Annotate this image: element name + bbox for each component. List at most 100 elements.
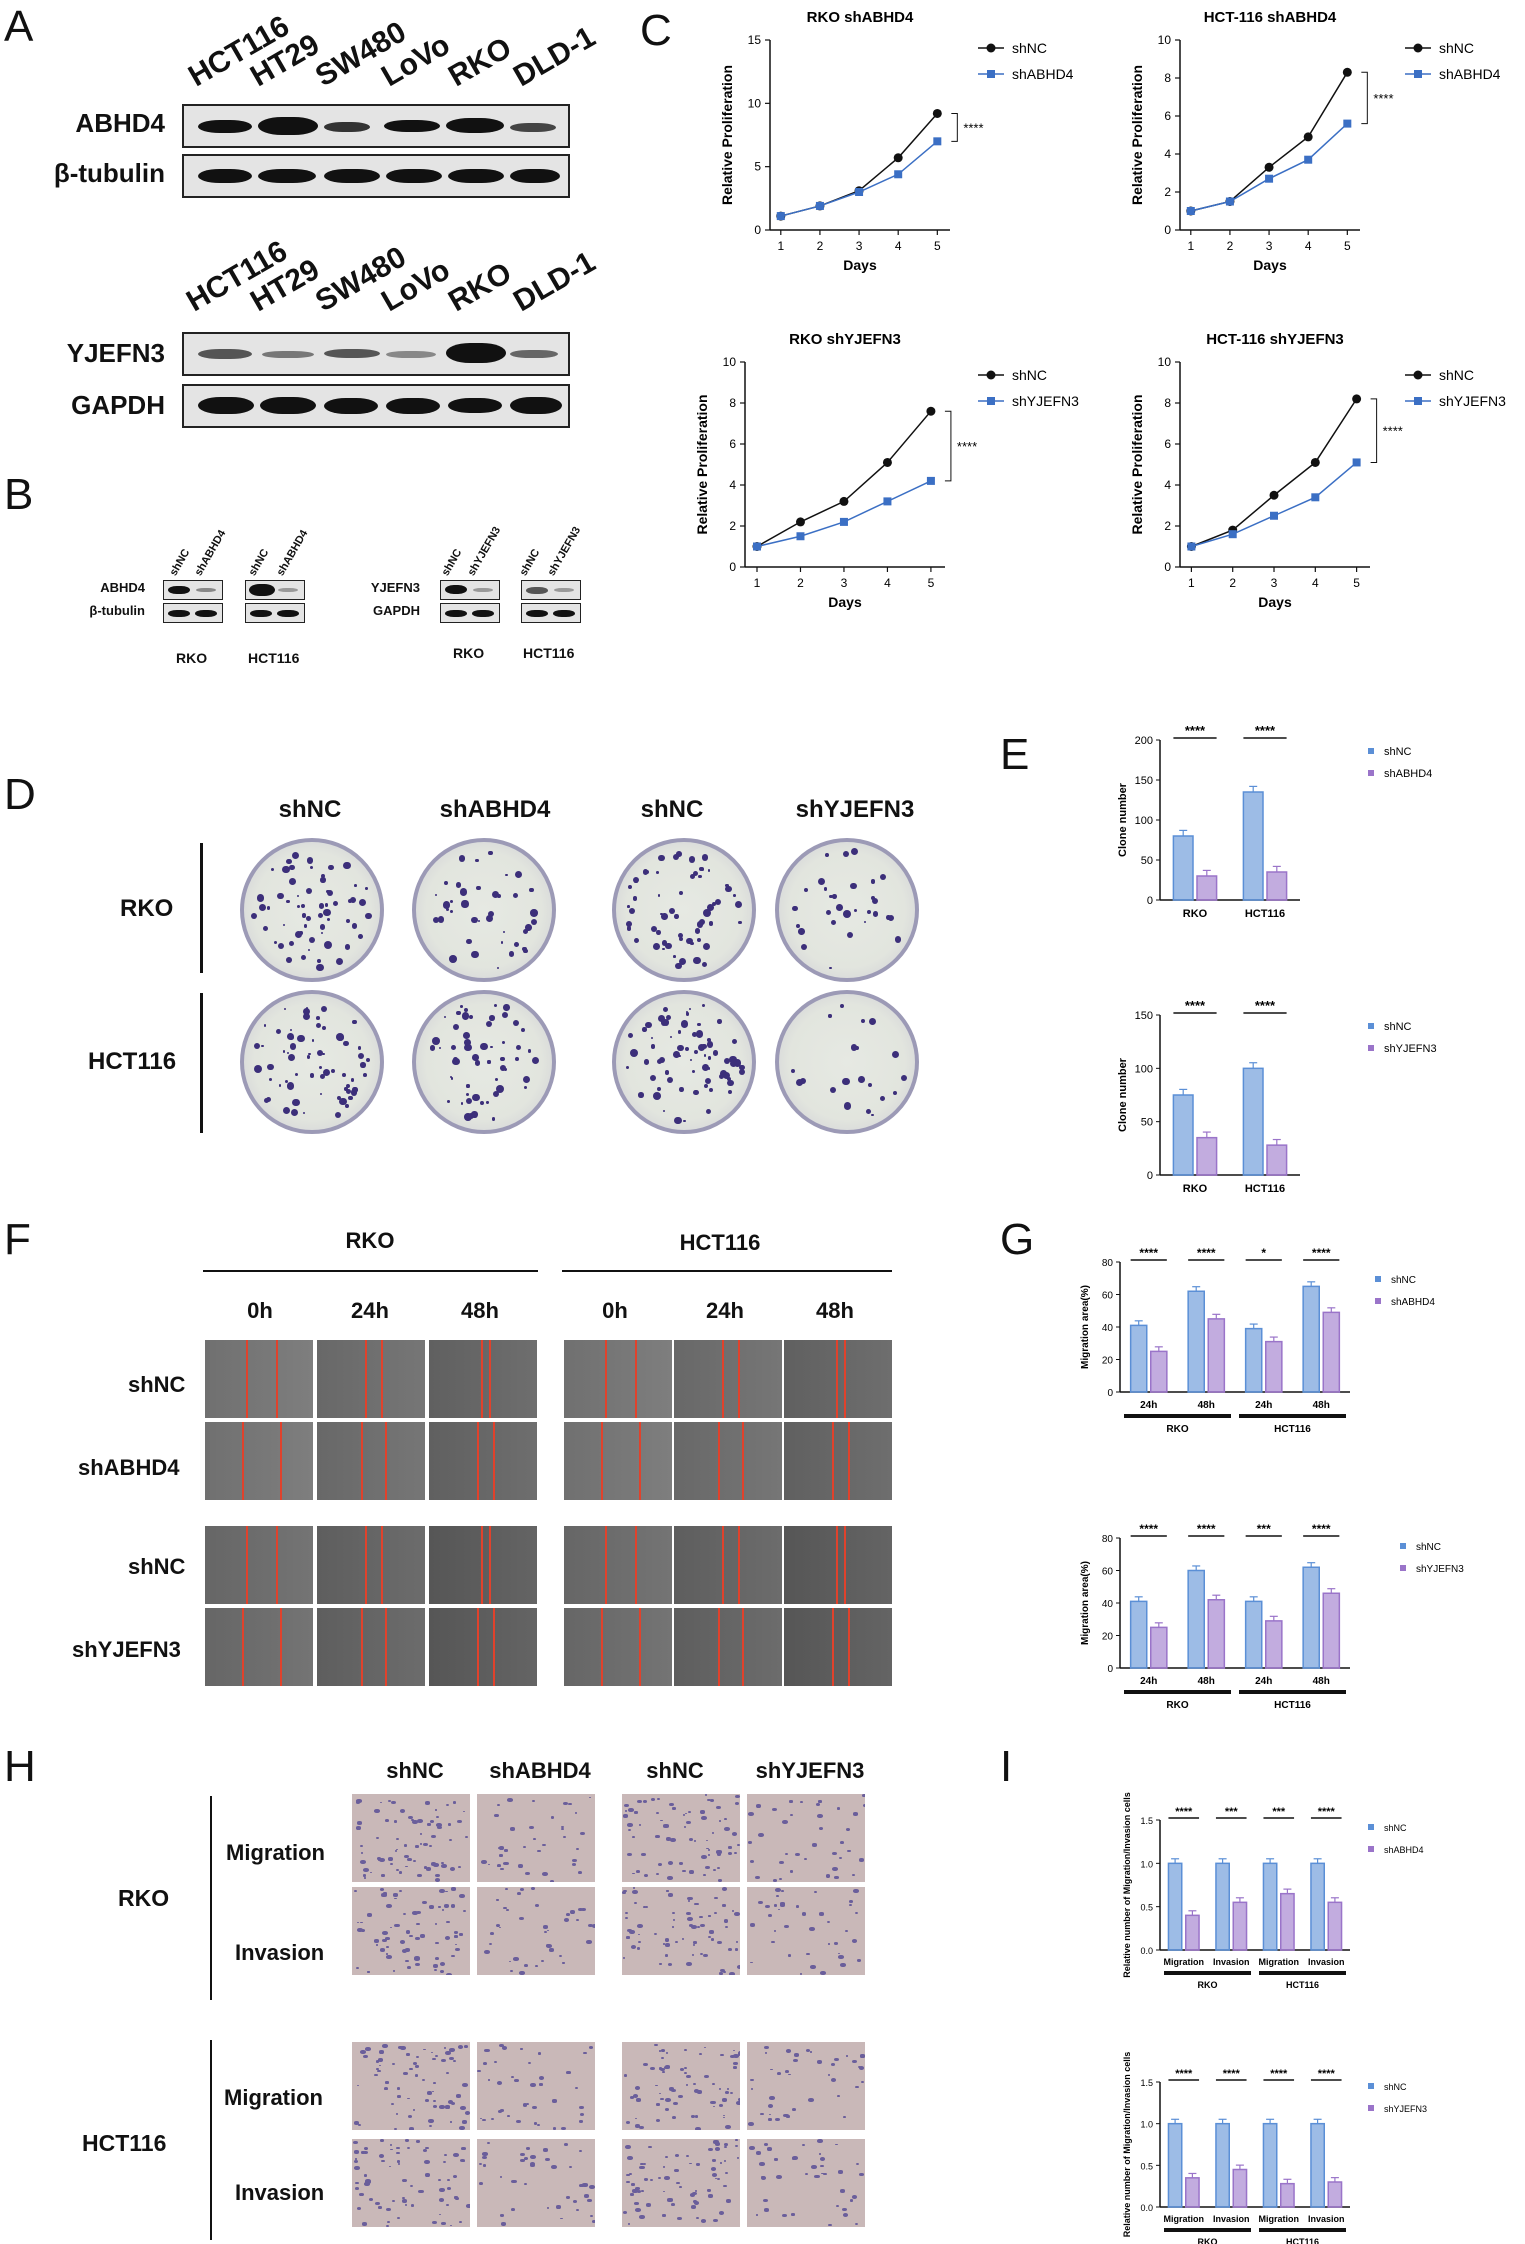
stained-cell	[562, 1802, 568, 1806]
colony-dot	[701, 853, 709, 861]
stained-cell	[733, 1851, 737, 1854]
colony-dot	[320, 1073, 326, 1079]
y-axis-label: Relative Proliferation	[719, 65, 735, 205]
stained-cell	[435, 1809, 438, 1811]
stained-cell	[462, 2120, 467, 2124]
stained-cell	[831, 1867, 838, 1872]
stained-cell	[569, 1909, 575, 1914]
stained-cell	[674, 1940, 678, 1944]
scratch-assay-image	[203, 1606, 315, 1688]
colony-dot	[463, 1007, 468, 1012]
legend-marker	[1368, 1824, 1374, 1830]
stained-cell	[795, 1905, 800, 1909]
colony-dot	[449, 900, 453, 904]
colony-dot	[733, 1059, 742, 1067]
stained-cell	[409, 2184, 413, 2187]
legend-marker	[1368, 2105, 1374, 2111]
stained-cell	[729, 2054, 735, 2059]
wound-edge-line	[489, 1526, 491, 1604]
colony-dot	[688, 855, 696, 863]
colony-dot	[796, 1079, 804, 1087]
colony-dot	[449, 955, 457, 963]
dish-row-label: RKO	[120, 895, 174, 922]
stained-cell	[441, 1864, 447, 1869]
stained-cell	[396, 2146, 400, 2150]
stained-cell	[414, 1962, 420, 1967]
colony-dot	[527, 1049, 532, 1053]
stained-cell	[632, 1889, 638, 1894]
stained-cell	[660, 2057, 664, 2060]
stained-cell	[687, 1917, 693, 1922]
stained-cell	[819, 2157, 826, 2162]
stained-cell	[409, 2067, 413, 2071]
y-tick-label: 1.0	[1140, 1859, 1153, 1869]
stained-cell	[789, 1870, 793, 1873]
colony-dot	[843, 909, 852, 918]
scratch-row-label: shYJEFN3	[72, 1637, 181, 1662]
legend-label: shYJEFN3	[1384, 1043, 1437, 1055]
x-tick-label: 2	[797, 576, 804, 590]
transwell-image	[475, 2137, 597, 2229]
stained-cell	[657, 1863, 663, 1867]
cell-line-label: RKO	[453, 645, 485, 661]
stained-cell	[555, 2205, 561, 2209]
stained-cell	[625, 1912, 628, 1915]
colony-dot	[628, 884, 633, 889]
blot-row-label: YJEFN3	[66, 338, 165, 368]
colony-dot	[477, 919, 480, 922]
bar	[1280, 2182, 1295, 2208]
stained-cell	[407, 2114, 413, 2118]
y-tick-label: 40	[1102, 1599, 1114, 1610]
stained-cell	[433, 2100, 437, 2103]
stained-cell	[504, 1887, 508, 1890]
y-tick-label: 150	[1135, 775, 1153, 787]
colony-dot	[702, 1064, 710, 1072]
stained-cell	[523, 2103, 528, 2107]
stained-cell	[665, 2097, 672, 2103]
stained-cell	[408, 2127, 414, 2130]
colony-dot	[343, 861, 351, 870]
stained-cell	[632, 2094, 639, 2098]
stained-cell	[664, 2176, 670, 2181]
colony-dot	[283, 923, 286, 926]
stained-cell	[396, 2113, 399, 2115]
colony-dot	[738, 920, 742, 925]
stained-cell	[453, 2153, 460, 2158]
stained-cell	[461, 2082, 468, 2087]
scratch-group-label: RKO	[345, 1228, 395, 1253]
colony-dot	[301, 913, 307, 918]
colony-dot	[305, 887, 313, 895]
stained-cell	[550, 1879, 555, 1882]
stained-cell	[643, 2178, 648, 2182]
colony-dot	[675, 850, 682, 857]
wound-edge-line	[639, 1608, 641, 1686]
stained-cell	[519, 1916, 525, 1921]
stained-cell	[477, 2069, 481, 2073]
colony-dot	[674, 914, 679, 919]
stained-cell	[692, 2191, 698, 2196]
colony-dot	[476, 885, 481, 891]
stained-cell	[735, 2139, 738, 2141]
wound-edge-line	[848, 1422, 850, 1500]
stained-cell	[733, 2066, 738, 2069]
colony-dot	[306, 857, 314, 864]
stained-cell	[706, 1839, 709, 1842]
stained-cell	[420, 1934, 426, 1938]
colony-dot	[657, 1014, 665, 1022]
stained-cell	[662, 2070, 665, 2073]
colony-dot	[505, 873, 508, 877]
bar	[1262, 2122, 1278, 2208]
colony-dot	[312, 1039, 315, 1042]
colony-dot	[339, 1097, 347, 1106]
stained-cell	[851, 1939, 858, 1943]
stained-cell	[454, 1935, 458, 1938]
colony-dot	[461, 900, 469, 908]
transwell-cell-label: RKO	[118, 1885, 170, 1911]
colony-dot	[464, 1039, 471, 1047]
legend-marker	[1375, 1298, 1381, 1304]
bar	[1150, 1626, 1168, 1669]
scratch-assay-image	[427, 1524, 539, 1606]
stained-cell	[839, 1840, 844, 1844]
stained-cell	[443, 1904, 449, 1908]
